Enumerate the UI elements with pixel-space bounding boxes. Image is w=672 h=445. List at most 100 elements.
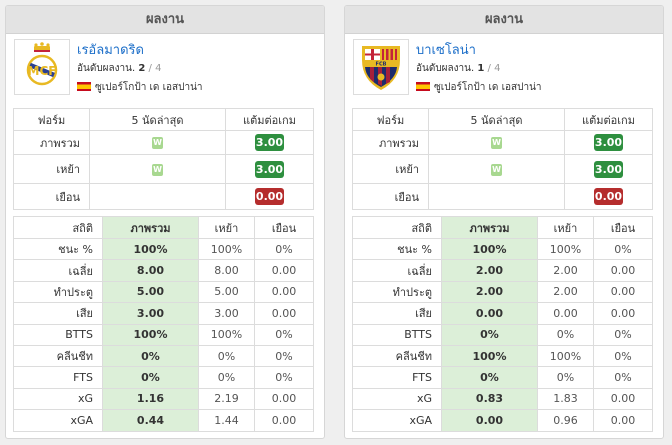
stat-row-average: เฉลี่ย 2.00 2.00 0.00 <box>352 259 653 282</box>
stat-away: 0.00 <box>593 409 653 432</box>
last5-results: W <box>89 130 226 155</box>
stat-away: 0% <box>593 323 653 346</box>
stat-overall: 0.00 <box>441 302 538 325</box>
rank-total: / 4 <box>148 63 162 74</box>
form-row-home: เหย้า W 3.00 <box>352 154 653 184</box>
svg-text:FCB: FCB <box>376 62 387 68</box>
form-row-label: เหย้า <box>352 154 429 184</box>
stat-overall: 2.00 <box>441 259 538 282</box>
ppg-badge: 0.00 <box>594 188 623 205</box>
ppg-badge: 3.00 <box>255 134 284 151</box>
stat-overall: 100% <box>441 237 538 261</box>
stat-label: คลีนชีท <box>13 344 103 368</box>
last5-results: W <box>428 154 565 184</box>
form-row-away: เยือน 0.00 <box>352 183 653 210</box>
stat-row-fts: FTS 0% 0% 0% <box>352 366 653 389</box>
stat-label: คลีนชีท <box>352 344 442 368</box>
form-row-away: เยือน 0.00 <box>13 183 314 210</box>
stat-overall: 0.83 <box>441 387 538 411</box>
stat-away: 0% <box>254 344 314 368</box>
panel-header: ผลงาน <box>345 6 663 34</box>
stat-home: 1.44 <box>198 409 255 432</box>
win-result-icon[interactable]: W <box>491 163 502 176</box>
stats-table: สถิติ ภาพรวม เหย้า เยือน ชนะ % 100% 100% 0%… <box>13 216 314 432</box>
stat-row-conceded: เสีย 3.00 3.00 0.00 <box>13 302 314 325</box>
stat-row-btts: BTTS 0% 0% 0% <box>352 323 653 346</box>
rank-label: อันดับผลงาน. <box>77 63 136 74</box>
ppg-cell: 3.00 <box>564 130 653 155</box>
stat-away: 0% <box>254 323 314 346</box>
stat-overall: 5.00 <box>102 280 199 304</box>
form-row-home: เหย้า W 3.00 <box>13 154 314 184</box>
stat-overall: 0.44 <box>102 409 199 432</box>
team-name-link[interactable]: เรอัลมาดริด <box>77 43 144 58</box>
ppg-cell: 3.00 <box>225 154 314 184</box>
stat-home: 0% <box>537 366 594 389</box>
rank-total: / 4 <box>487 63 501 74</box>
home-col-header: เหย้า <box>198 216 255 239</box>
last5-col-header: 5 นัดล่าสุด <box>428 108 565 131</box>
stat-label: เสีย <box>13 302 103 325</box>
stat-row-xg: xG 0.83 1.83 0.00 <box>352 387 653 411</box>
win-result-icon[interactable]: W <box>152 137 163 149</box>
stat-away: 0.00 <box>593 280 653 304</box>
stat-away: 0.00 <box>593 387 653 411</box>
stat-home: 1.83 <box>537 387 594 411</box>
ppg-cell: 3.00 <box>225 130 314 155</box>
form-col-header: ฟอร์ม <box>352 108 429 131</box>
away-col-header: เยือน <box>593 216 653 239</box>
stat-home: 8.00 <box>198 259 255 282</box>
panel-header: ผลงาน <box>6 6 324 34</box>
real-madrid-crest-icon: MCF <box>14 39 70 95</box>
stat-away: 0% <box>593 366 653 389</box>
stat-home: 2.00 <box>537 259 594 282</box>
win-result-icon[interactable]: W <box>491 137 502 149</box>
stat-home: 100% <box>198 237 255 261</box>
stat-row-btts: BTTS 100% 100% 0% <box>13 323 314 346</box>
stat-overall: 100% <box>441 344 538 368</box>
stat-label: xG <box>13 387 103 411</box>
spain-flag-icon <box>416 82 430 91</box>
stat-away: 0% <box>593 344 653 368</box>
stat-row-win-pct: ชนะ % 100% 100% 0% <box>352 237 653 261</box>
stat-away: 0% <box>254 366 314 389</box>
stat-away: 0% <box>254 237 314 261</box>
team-performance-panel-real-madrid: ผลงาน MCF เรอัลมาดริด อันดับผลงาน. 2 / 4… <box>5 5 325 439</box>
form-row-label: เยือน <box>352 183 429 210</box>
stat-home: 0.00 <box>537 302 594 325</box>
league-name-link[interactable]: ซูเปอร์โกป้า เด เอสปาน่า <box>95 82 203 93</box>
stat-away: 0.00 <box>593 259 653 282</box>
stat-row-clean-sheet: คลีนชีท 0% 0% 0% <box>13 344 314 368</box>
form-table: ฟอร์ม 5 นัดล่าสุด แต้มต่อเกม ภาพรวม W 3.… <box>13 108 314 210</box>
form-row-label: ภาพรวม <box>352 130 429 155</box>
stat-overall: 0% <box>441 323 538 346</box>
stat-label: FTS <box>13 366 103 389</box>
ppg-badge: 0.00 <box>255 188 284 205</box>
spain-flag-icon <box>77 82 91 91</box>
ppg-col-header: แต้มต่อเกม <box>564 108 653 131</box>
stat-home: 3.00 <box>198 302 255 325</box>
stat-home: 5.00 <box>198 280 255 304</box>
stat-overall: 0% <box>441 366 538 389</box>
team-info: FCB บาเซโลน่า อันดับผลงาน. 1 / 4 ซูเปอร์… <box>352 38 656 102</box>
stat-overall: 0% <box>102 344 199 368</box>
stat-away: 0.00 <box>593 302 653 325</box>
stat-label: เฉลี่ย <box>13 259 103 282</box>
stat-away: 0.00 <box>254 387 314 411</box>
ppg-badge: 3.00 <box>594 160 623 178</box>
win-result-icon[interactable]: W <box>152 163 163 176</box>
stat-home: 0.96 <box>537 409 594 432</box>
last5-results <box>428 183 565 210</box>
form-row-label: เหย้า <box>13 154 90 184</box>
barcelona-crest-icon: FCB <box>353 39 409 95</box>
team-name-link[interactable]: บาเซโลน่า <box>416 43 476 58</box>
stat-row-xg: xG 1.16 2.19 0.00 <box>13 387 314 411</box>
stats-col-header: สถิติ <box>352 216 442 239</box>
stat-away: 0.00 <box>254 409 314 432</box>
stat-row-xga: xGA 0.00 0.96 0.00 <box>352 409 653 432</box>
league-name-link[interactable]: ซูเปอร์โกป้า เด เอสปาน่า <box>434 82 542 93</box>
stat-overall: 100% <box>102 323 199 346</box>
form-row-label: ภาพรวม <box>13 130 90 155</box>
stat-away: 0.00 <box>254 259 314 282</box>
stat-home: 100% <box>537 237 594 261</box>
